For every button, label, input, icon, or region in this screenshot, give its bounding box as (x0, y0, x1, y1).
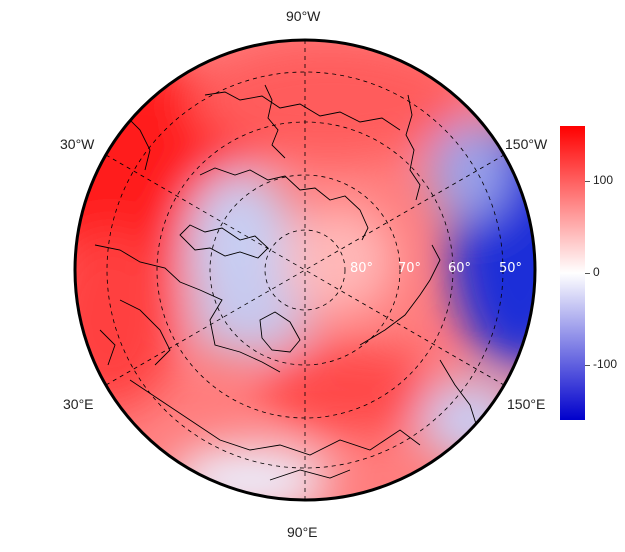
europe-coast (94, 244, 281, 373)
colorbar-tick-mark (585, 365, 590, 366)
longitude-label-30w: 30°W (60, 136, 95, 152)
coastlines (94, 84, 479, 481)
south-border (269, 469, 351, 481)
colorbar-tick-label: 100 (593, 173, 614, 187)
graticule (105, 40, 505, 500)
arctic-island (179, 224, 269, 259)
longitude-label-90e: 90°E (287, 524, 318, 540)
country-border-2 (99, 329, 116, 366)
latitude-label-70: 70° (398, 261, 421, 276)
longitude-label-30e: 30°E (63, 396, 94, 412)
scandinavia-coast (259, 311, 301, 353)
colorbar-tick-mark (585, 273, 590, 274)
east-asia-coast (439, 359, 479, 431)
longitude-label-150e: 150°E (507, 396, 546, 412)
longitude-label-150w: 150°W (505, 136, 548, 152)
alaska-coast (405, 94, 421, 201)
greenland-arctic-coast (199, 167, 369, 241)
map-boundary (73, 38, 537, 502)
north-america-coast (204, 91, 401, 131)
anomaly-field (75, 40, 535, 500)
siberia-coast (359, 244, 441, 346)
colorbar-tick-mark (585, 181, 590, 182)
colorbar (560, 126, 585, 420)
latitude-circle-80 (264, 229, 346, 311)
latitude-label-60: 60° (448, 261, 471, 276)
latitude-circle-70 (209, 174, 401, 366)
colorbar-tick-label: -100 (593, 357, 618, 371)
latitude-label-50: 50° (499, 261, 522, 276)
longitude-label-90w: 90°W (286, 8, 321, 24)
hudson-coast (264, 84, 286, 159)
latitude-label-80: 80° (350, 261, 373, 276)
colorbar-tick-label: 0 (593, 265, 600, 279)
latitude-circle-50 (106, 71, 504, 469)
country-border-1 (119, 299, 171, 366)
asia-borders (129, 379, 421, 456)
